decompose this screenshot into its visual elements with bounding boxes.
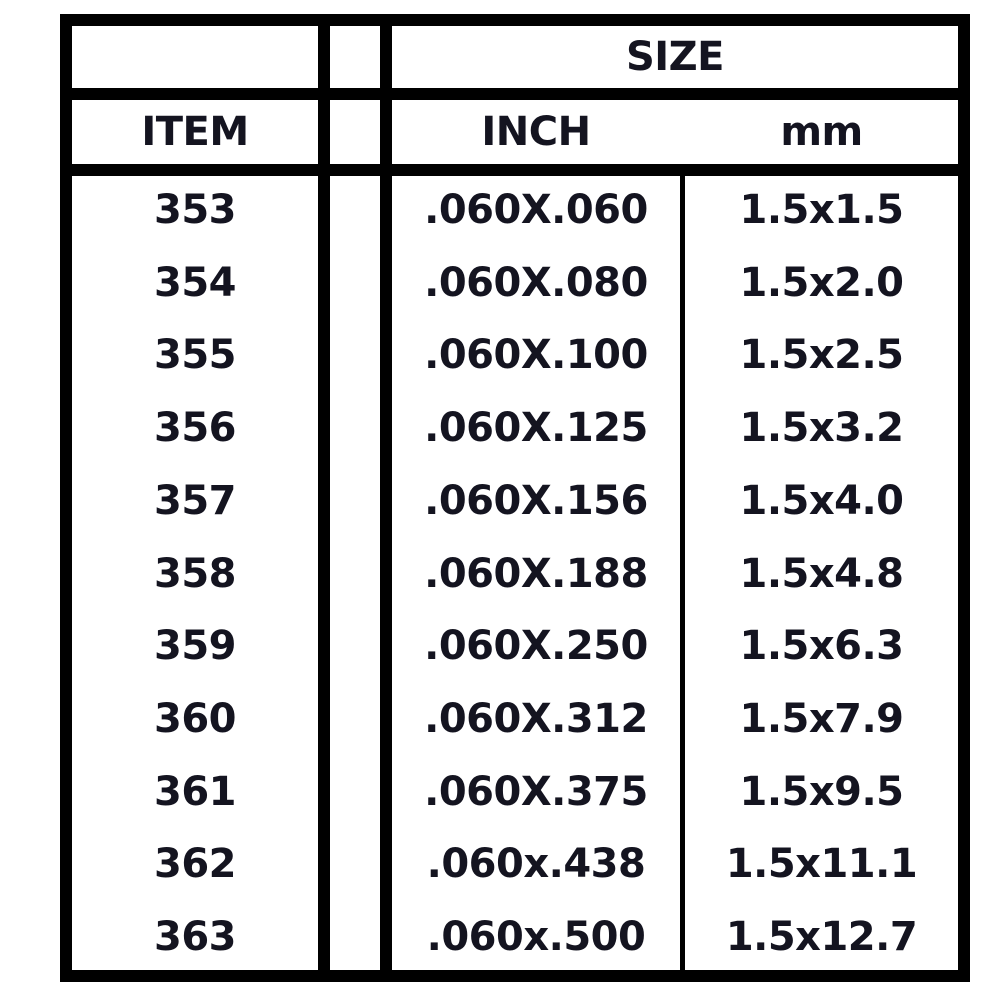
border-right [958,14,970,982]
cell-item: 355 [154,332,237,379]
cell-item: 354 [154,259,237,306]
cell-mm: 1.5x4.0 [739,477,904,524]
cell-inch: .060X.100 [424,332,648,379]
divider-header-2 [60,164,970,176]
cell-item: 359 [154,623,237,670]
cell-item: 357 [154,477,237,524]
cell-inch: .060X.156 [424,477,648,524]
cell-mm: 1.5x6.3 [739,623,904,670]
cell-mm: 1.5x2.0 [739,259,904,306]
cell-mm: 1.5x1.5 [739,187,904,233]
border-left [60,14,72,982]
cell-inch: .060X.375 [424,768,648,815]
cell-mm: 1.5x3.2 [739,405,904,452]
cell-mm: 1.5x2.5 [739,332,904,379]
divider-header-1 [60,88,970,100]
cell-item: 353 [154,187,237,233]
header-inch: INCH [481,109,591,155]
header-size: SIZE [625,34,725,80]
cell-inch: .060x.438 [426,841,646,888]
cell-item: 356 [154,405,237,452]
cell-inch: .060X.080 [424,259,648,306]
divider-inch-mm [680,176,685,976]
header-mm: mm [780,109,863,155]
cell-inch: .060X.188 [424,550,648,597]
cell-item: 361 [154,768,237,815]
border-bottom [60,970,970,982]
cell-item: 358 [154,550,237,597]
cell-inch: .060X.250 [424,623,648,670]
cell-mm: 1.5x4.8 [739,550,904,597]
cell-mm: 1.5x7.9 [739,695,904,742]
cell-mm: 1.5x12.7 [725,914,918,960]
cell-inch: .060x.500 [426,914,646,960]
cell-mm: 1.5x11.1 [725,841,918,888]
cell-item: 363 [154,914,237,960]
cell-inch: .060X.312 [424,695,648,742]
cell-inch: .060X.125 [424,405,648,452]
cell-item: 360 [154,695,237,742]
cell-inch: .060X.060 [424,187,648,233]
divider-item [318,14,330,982]
cell-mm: 1.5x9.5 [739,768,904,815]
divider-blank [380,14,392,982]
border-top [60,14,970,26]
cell-item: 362 [154,841,237,888]
header-item: ITEM [141,109,249,155]
